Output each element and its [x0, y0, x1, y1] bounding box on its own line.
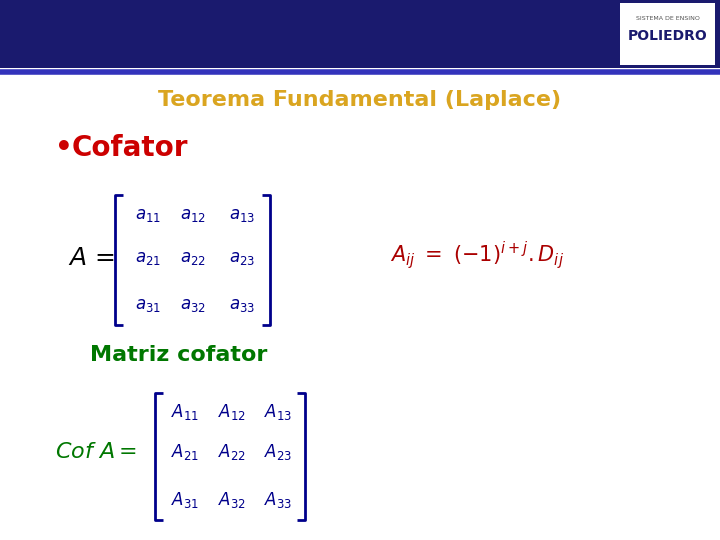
Text: $a_{11}$: $a_{11}$ [135, 206, 161, 224]
Text: $A_{32}$: $A_{32}$ [218, 490, 246, 510]
Text: •: • [55, 134, 73, 162]
Text: $A$ =: $A$ = [68, 246, 114, 270]
Text: $A_{12}$: $A_{12}$ [218, 402, 246, 422]
Text: $a_{21}$: $a_{21}$ [135, 249, 161, 267]
Text: $A_{21}$: $A_{21}$ [171, 442, 199, 462]
Text: $a_{13}$: $a_{13}$ [229, 206, 255, 224]
Text: $a_{23}$: $a_{23}$ [229, 249, 255, 267]
Text: $A_{33}$: $A_{33}$ [264, 490, 292, 510]
Text: $A_{31}$: $A_{31}$ [171, 490, 199, 510]
Text: $a_{33}$: $a_{33}$ [229, 296, 255, 314]
Text: Matriz cofator: Matriz cofator [90, 345, 267, 365]
Text: SISTEMA DE ENSINO: SISTEMA DE ENSINO [636, 16, 699, 21]
Text: $A_{11}$: $A_{11}$ [171, 402, 199, 422]
Bar [620, 3, 715, 64]
Text: $Cof\ A=$: $Cof\ A=$ [55, 442, 137, 462]
Text: $A_{23}$: $A_{23}$ [264, 442, 292, 462]
Text: Cofator: Cofator [72, 134, 189, 162]
Text: $A_{ij}\ =\ (-1)^{i+j}.D_{ij}$: $A_{ij}\ =\ (-1)^{i+j}.D_{ij}$ [390, 239, 564, 271]
Text: $A_{13}$: $A_{13}$ [264, 402, 292, 422]
Bar [0, 0, 720, 68]
Text: $a_{22}$: $a_{22}$ [180, 249, 206, 267]
Text: Teorema Fundamental (Laplace): Teorema Fundamental (Laplace) [158, 90, 562, 110]
Text: POLIEDRO: POLIEDRO [628, 29, 707, 43]
Text: $a_{32}$: $a_{32}$ [180, 296, 206, 314]
Text: $A_{22}$: $A_{22}$ [218, 442, 246, 462]
Text: $a_{12}$: $a_{12}$ [180, 206, 206, 224]
Text: $a_{31}$: $a_{31}$ [135, 296, 161, 314]
